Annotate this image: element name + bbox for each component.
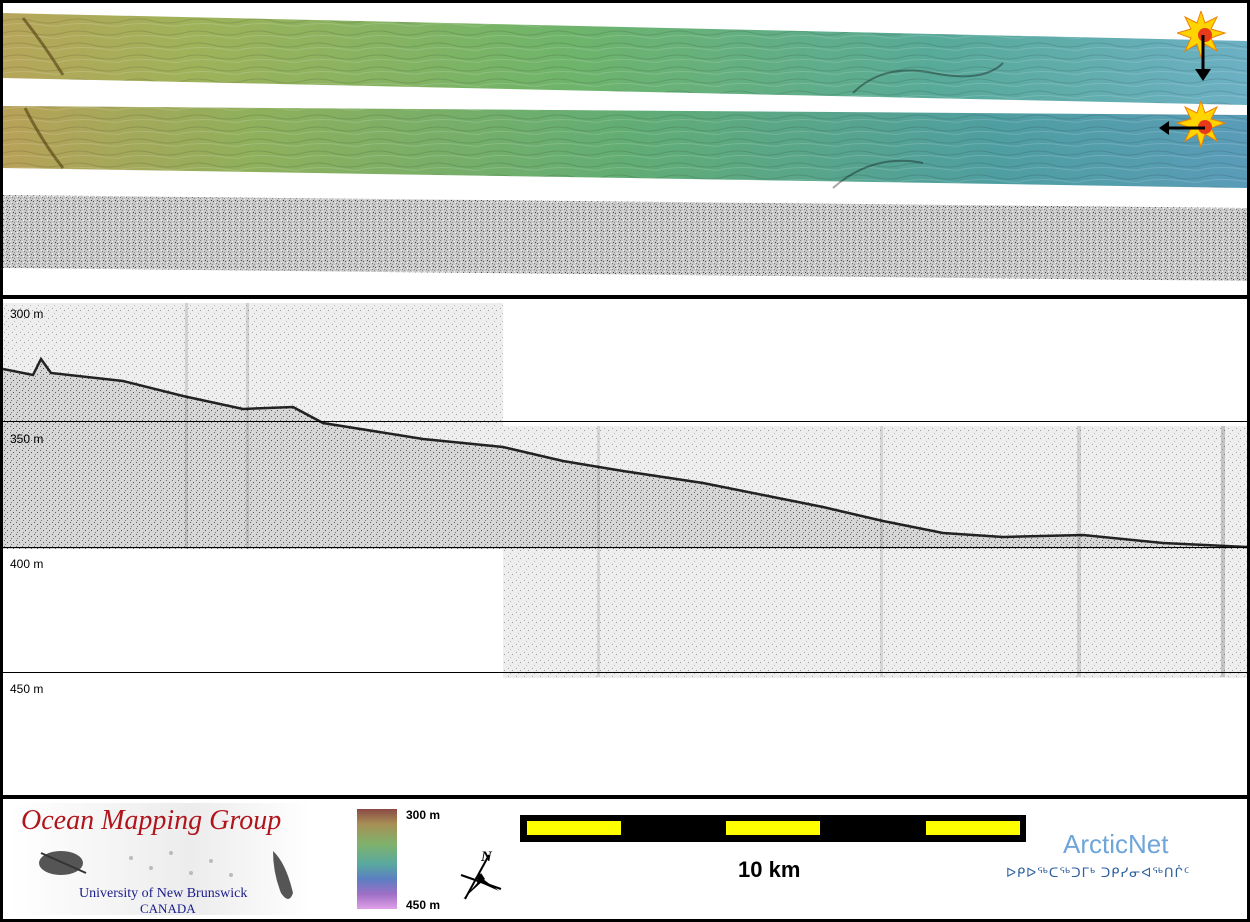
arcticnet-syllabics: ᐅᑭᐅᖅᑕᖅᑐᒥᒃ ᑐᑭᓯᓂᐊᖅᑎᒌᑦ <box>1006 865 1191 880</box>
legend-panel: Ocean Mapping Group University of New Br… <box>0 796 1250 922</box>
bathymetry-strips <box>3 13 1247 281</box>
logo-country: CANADA <box>140 901 196 916</box>
sun-illumination-icon <box>1159 101 1227 149</box>
north-letter: N <box>481 849 492 865</box>
logo-university: University of New Brunswick <box>79 886 248 901</box>
arcticnet-logo: ArcticNet <box>1063 829 1169 859</box>
logo-title: Ocean Mapping Group <box>21 805 282 836</box>
scale-segment <box>926 821 1020 835</box>
scale-segment <box>726 821 820 835</box>
logo-graphic <box>39 851 293 899</box>
scale-label: 10 km <box>738 857 801 882</box>
scale-bar <box>520 815 1026 842</box>
scale-segment <box>527 821 621 835</box>
depth-label-350: 350 m <box>10 432 44 446</box>
sun-illumination-icon <box>1177 11 1227 81</box>
depth-label-400: 400 m <box>10 557 44 571</box>
omg-logo <box>11 803 311 915</box>
depth-label-300: 300 m <box>10 307 44 321</box>
depth-label-450: 450 m <box>10 682 44 696</box>
compass-rose-icon <box>460 854 502 900</box>
subbottom-profile-panel: 300 m 350 m 400 m 450 m <box>0 296 1250 798</box>
bathymetry-panel <box>0 0 1250 298</box>
colorbar-top-label: 300 m <box>406 808 441 822</box>
depth-colorbar <box>357 809 397 909</box>
profile-image <box>3 303 1247 678</box>
colorbar-bottom-label: 450 m <box>406 898 441 912</box>
